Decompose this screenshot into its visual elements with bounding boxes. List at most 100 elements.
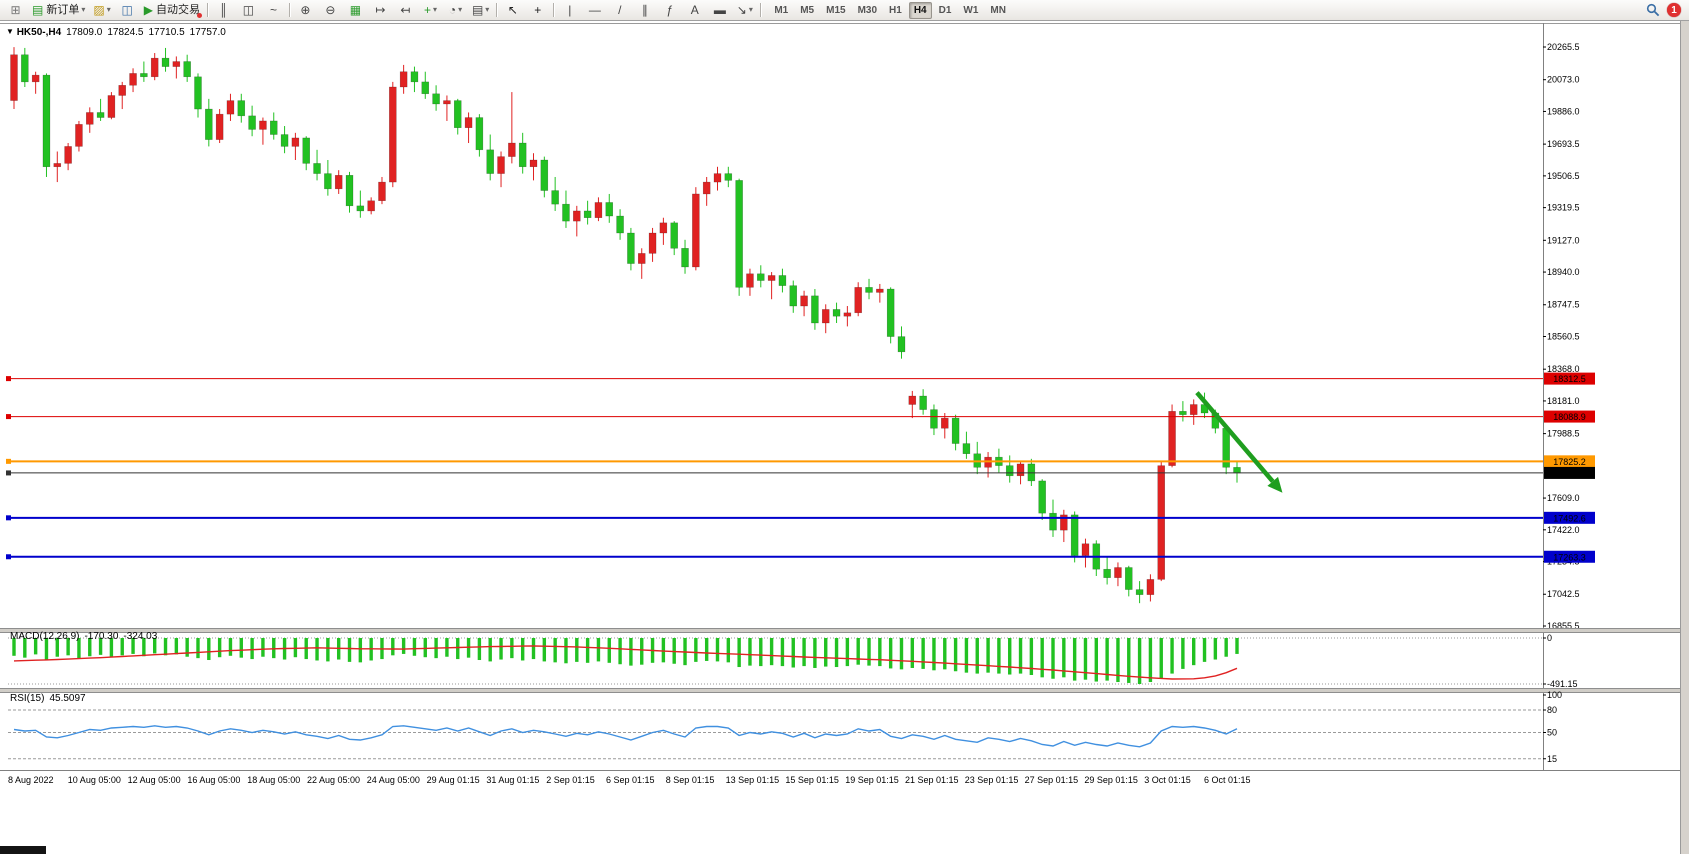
hline-anchor[interactable]: [6, 458, 11, 464]
main-toolbar: ⊞▤新订单▨◫▶自动交易║◫~⊕⊖▦↦↤+◔▤↖+|—/∥ƒA▬↘ M1M5M1…: [0, 0, 1689, 21]
arrows-button[interactable]: ↘: [733, 1, 756, 20]
add-indicator-icon: +: [423, 3, 431, 17]
svg-text:100: 100: [1547, 690, 1562, 700]
svg-text:29 Sep 01:15: 29 Sep 01:15: [1084, 775, 1138, 785]
svg-text:19319.5: 19319.5: [1547, 203, 1580, 213]
svg-text:21 Sep 01:15: 21 Sep 01:15: [905, 775, 959, 785]
auto-scroll-button[interactable]: ↦: [369, 1, 392, 20]
zoom-out-icon: ⊖: [325, 3, 336, 17]
new-order-button[interactable]: ▤ 新订单: [29, 1, 88, 20]
text-label-icon: ▬: [713, 3, 726, 17]
line-chart-type-button[interactable]: ~: [262, 1, 285, 20]
toolbar-separator: [553, 3, 555, 17]
svg-text:17422.0: 17422.0: [1547, 525, 1580, 535]
ohlc-low: 17710.5: [148, 27, 185, 38]
fibonacci-button[interactable]: ƒ: [658, 1, 681, 20]
svg-text:18368.0: 18368.0: [1547, 364, 1580, 374]
price-badge: [1544, 511, 1595, 524]
ohlc-close: 17757.0: [189, 27, 226, 38]
svg-text:6 Oct 01:15: 6 Oct 01:15: [1204, 775, 1251, 785]
market-watch-button[interactable]: ◫: [116, 1, 139, 20]
text-button[interactable]: A: [683, 1, 706, 20]
timeframe-w1-button[interactable]: W1: [963, 4, 979, 16]
panel-splitter[interactable]: [0, 688, 1689, 693]
toolbar-separator: [288, 3, 290, 17]
crosshair-button[interactable]: +: [526, 1, 549, 20]
template-button[interactable]: ▤: [469, 1, 492, 20]
autotrading-button-label: 自动交易: [155, 3, 200, 16]
time-axis-border: [0, 770, 1689, 771]
svg-text:19127.0: 19127.0: [1547, 235, 1580, 245]
new-order-icon: ▤: [32, 3, 44, 17]
svg-text:17492.6: 17492.6: [1553, 513, 1586, 523]
vertical-line-button[interactable]: |: [558, 1, 581, 20]
hline-anchor[interactable]: [6, 414, 11, 420]
svg-text:18560.5: 18560.5: [1547, 332, 1580, 342]
autotrading-button[interactable]: ▶ 自动交易: [141, 1, 203, 20]
timeframe-buttons-group: M1 M5 M15 M30 H1 H4 D1 W1 MN: [768, 1, 1012, 19]
chart-profiles-button[interactable]: ▨: [90, 1, 113, 20]
trend-arrow-annotation[interactable]: [1195, 391, 1283, 493]
rsi-indicator-label: RSI(15) 45.5097: [10, 693, 86, 704]
notifications-badge[interactable]: 1: [1667, 3, 1681, 17]
candlestick-chart-type-icon: ◫: [242, 3, 255, 17]
panel-splitter[interactable]: [0, 628, 1689, 633]
arrows-icon: ↘: [736, 3, 747, 17]
new-chart-icon: ⊞: [10, 3, 21, 17]
svg-text:2 Sep 01:15: 2 Sep 01:15: [546, 775, 595, 785]
cursor-button[interactable]: ↖: [501, 1, 524, 20]
timeframe-d1-button[interactable]: D1: [938, 4, 952, 16]
svg-text:80: 80: [1547, 705, 1557, 715]
symbol-dropdown-icon[interactable]: ▼: [6, 27, 14, 36]
svg-text:20073.0: 20073.0: [1547, 75, 1580, 85]
price-badge: [1544, 466, 1595, 479]
zoom-out-button[interactable]: ⊖: [319, 1, 342, 20]
hline-anchor[interactable]: [6, 470, 11, 476]
period-selector-button[interactable]: ◔: [444, 1, 467, 20]
timeframe-h1-button[interactable]: H1: [889, 4, 902, 16]
template-icon: ▤: [471, 3, 484, 17]
price-axis: 20265.5 20073.0 19886.0 19693.5 19506.5 19319…: [1543, 23, 1595, 770]
horizontal-line-button[interactable]: —: [583, 1, 606, 20]
bottom-scrollbar-fragment[interactable]: [0, 846, 46, 854]
chart-top-border: [0, 23, 1689, 24]
bar-chart-type-button[interactable]: ║: [212, 1, 235, 20]
symbol-header: ▼ HK50-,H4 17809.0 17824.5 17710.5 17757.0: [6, 27, 226, 38]
text-icon: A: [690, 3, 699, 17]
svg-text:17609.0: 17609.0: [1547, 493, 1580, 503]
add-indicator-button[interactable]: +: [419, 1, 442, 20]
svg-text:19506.5: 19506.5: [1547, 171, 1580, 181]
tile-windows-button[interactable]: ▦: [344, 1, 367, 20]
search-icon[interactable]: [1641, 1, 1664, 20]
svg-text:8 Sep 01:15: 8 Sep 01:15: [666, 775, 715, 785]
vertical-line-icon: |: [568, 3, 572, 17]
right-scrollbar[interactable]: [1680, 21, 1689, 854]
svg-text:17825.2: 17825.2: [1553, 457, 1586, 467]
candlestick-chart-type-button[interactable]: ◫: [237, 1, 260, 20]
trendline-icon: /: [618, 3, 622, 17]
chart-profiles-icon: ▨: [93, 3, 105, 17]
timeframe-m5-button[interactable]: M5: [800, 4, 815, 16]
svg-text:18940.0: 18940.0: [1547, 267, 1580, 277]
equidistant-channel-icon: ∥: [641, 3, 648, 17]
new-chart-button[interactable]: ⊞: [4, 1, 27, 20]
ohlc-high: 17824.5: [107, 27, 144, 38]
svg-text:12 Aug 05:00: 12 Aug 05:00: [128, 775, 181, 785]
hline-anchor[interactable]: [6, 554, 11, 560]
hline-anchor[interactable]: [6, 376, 11, 382]
text-label-button[interactable]: ▬: [708, 1, 731, 20]
equidistant-channel-button[interactable]: ∥: [633, 1, 656, 20]
timeframe-m1-button[interactable]: M1: [774, 4, 789, 16]
trendline-button[interactable]: /: [608, 1, 631, 20]
chart-shift-button[interactable]: ↤: [394, 1, 417, 20]
new-order-button-label: 新订单: [46, 3, 80, 16]
price-badge: [1544, 455, 1595, 468]
timeframe-m15-button[interactable]: M15: [826, 4, 846, 16]
hlines-layer[interactable]: [6, 376, 1543, 560]
timeframe-h4-button[interactable]: H4: [908, 1, 932, 19]
timeframe-m30-button[interactable]: M30: [857, 4, 878, 16]
timeframe-mn-button[interactable]: MN: [990, 4, 1006, 16]
hline-anchor[interactable]: [6, 515, 11, 521]
zoom-in-button[interactable]: ⊕: [294, 1, 317, 20]
